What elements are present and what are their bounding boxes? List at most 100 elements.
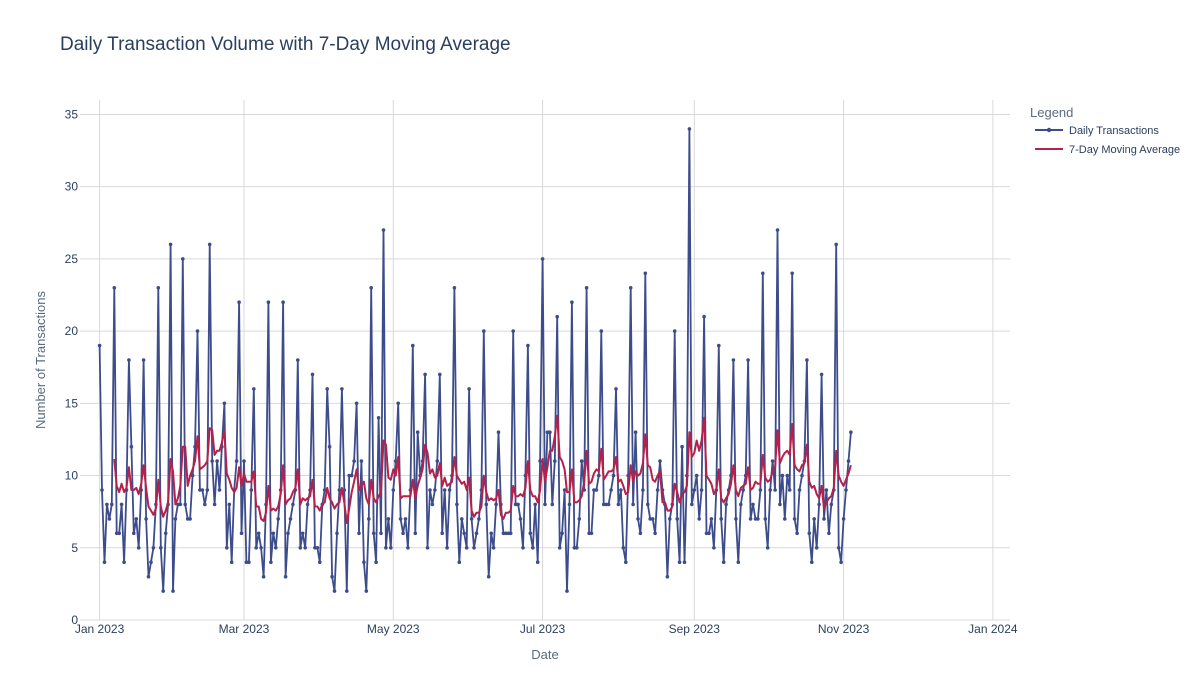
daily-transactions-point	[521, 546, 525, 550]
y-tick-label: 5	[71, 541, 78, 555]
daily-transactions-point	[597, 473, 601, 478]
daily-transactions-point	[411, 343, 415, 348]
daily-transactions-point	[296, 358, 300, 362]
daily-transactions-point	[658, 459, 662, 463]
daily-transactions-point	[332, 589, 337, 593]
daily-transactions-point	[425, 546, 430, 550]
daily-transactions-point	[751, 502, 755, 507]
daily-transactions-point	[736, 560, 741, 564]
daily-transactions-point	[570, 300, 574, 305]
daily-transactions-point	[379, 531, 383, 536]
daily-transactions-point	[562, 488, 567, 492]
legend-item-daily[interactable]: Daily Transactions	[1035, 125, 1159, 137]
daily-transactions-point	[102, 560, 107, 564]
daily-transactions-point	[364, 589, 369, 593]
daily-transactions-point	[800, 473, 804, 478]
daily-transactions-point	[699, 488, 704, 492]
daily-transactions-point	[785, 473, 790, 478]
daily-transactions-point	[528, 531, 533, 536]
daily-transactions-point	[161, 589, 165, 593]
daily-transactions-point	[178, 502, 183, 507]
daily-transactions-point	[739, 502, 743, 507]
daily-transactions-point	[765, 546, 770, 550]
daily-transactions-point	[592, 488, 596, 492]
daily-transactions-point	[690, 502, 694, 507]
daily-transactions-point	[283, 574, 288, 579]
legend: Legend Daily Transactions 7-Day Moving A…	[1030, 105, 1180, 156]
daily-transactions-point	[633, 430, 638, 435]
x-tick-label: Jul 2023	[520, 622, 566, 636]
daily-transactions-point	[601, 502, 606, 507]
daily-transactions-point	[134, 517, 139, 521]
daily-transactions-point	[709, 517, 714, 521]
daily-transactions-point	[200, 488, 205, 492]
daily-transactions-point	[413, 531, 418, 536]
daily-transactions-point	[110, 502, 114, 507]
daily-transactions-point	[281, 300, 285, 305]
daily-transactions-point	[611, 473, 616, 478]
daily-transactions-point	[181, 257, 185, 261]
daily-transactions-point	[697, 517, 701, 521]
daily-transactions-point	[367, 517, 371, 521]
daily-transactions-point	[105, 502, 109, 507]
daily-transactions-point	[207, 242, 212, 247]
daily-transactions-point	[621, 546, 626, 550]
daily-transactions-point	[386, 517, 391, 521]
daily-transactions-point	[335, 531, 339, 536]
daily-transactions-point	[362, 560, 366, 564]
daily-transactions-point	[274, 546, 278, 550]
daily-transactions-point	[783, 517, 787, 521]
daily-transactions-point	[225, 546, 229, 550]
daily-transactions-point	[203, 502, 207, 507]
daily-transactions-point	[579, 459, 584, 463]
daily-transactions-point	[692, 488, 697, 492]
daily-transactions-point	[477, 517, 481, 521]
daily-transactions-point	[636, 517, 640, 521]
daily-transactions-point	[252, 387, 256, 391]
daily-transactions-point	[460, 517, 464, 521]
moving-average-line	[113, 414, 852, 524]
x-tick-label: May 2023	[367, 622, 420, 636]
daily-transactions-point	[146, 574, 151, 579]
daily-transactions-point	[227, 502, 232, 507]
daily-transactions-point	[345, 589, 349, 593]
daily-transactions-point	[797, 488, 802, 492]
daily-transactions-point	[484, 502, 489, 507]
daily-transactions-point	[486, 574, 491, 579]
daily-transactions-point	[455, 502, 459, 507]
daily-transactions-point	[205, 488, 210, 492]
daily-transactions-point	[491, 546, 496, 550]
daily-transactions-point	[567, 502, 572, 507]
daily-transactions-point	[770, 459, 775, 463]
daily-transactions-point	[337, 488, 342, 492]
daily-transactions-point	[435, 459, 440, 463]
daily-transactions-point	[594, 488, 599, 492]
legend-item-moving-average[interactable]: 7-Day Moving Average	[1035, 144, 1180, 156]
daily-transactions-point	[758, 488, 763, 492]
daily-transactions-point	[357, 531, 361, 536]
daily-transactions-point	[795, 531, 799, 536]
daily-transactions-point	[643, 271, 648, 276]
daily-transactions-point	[516, 502, 520, 507]
daily-transactions-point	[398, 517, 403, 521]
y-tick-label: 35	[65, 107, 79, 121]
daily-transactions-point	[724, 502, 728, 507]
daily-transactions-point	[256, 531, 261, 536]
daily-transactions-point	[504, 531, 508, 536]
daily-transactions-point	[822, 517, 826, 521]
daily-transactions-point	[836, 546, 841, 550]
daily-transactions-point	[538, 459, 542, 463]
daily-transactions-point	[631, 502, 635, 507]
daily-transactions-point	[222, 401, 227, 406]
daily-transactions-point	[682, 560, 687, 564]
x-tick-label: Jan 2024	[968, 622, 1018, 636]
daily-transactions-point	[545, 430, 550, 435]
daily-transactions-point	[680, 444, 684, 449]
daily-transactions-point	[327, 444, 332, 449]
daily-transactions-point	[376, 416, 381, 420]
x-tick-label: Mar 2023	[219, 622, 270, 636]
daily-transactions-point	[599, 329, 604, 333]
daily-transactions-point	[827, 531, 831, 536]
